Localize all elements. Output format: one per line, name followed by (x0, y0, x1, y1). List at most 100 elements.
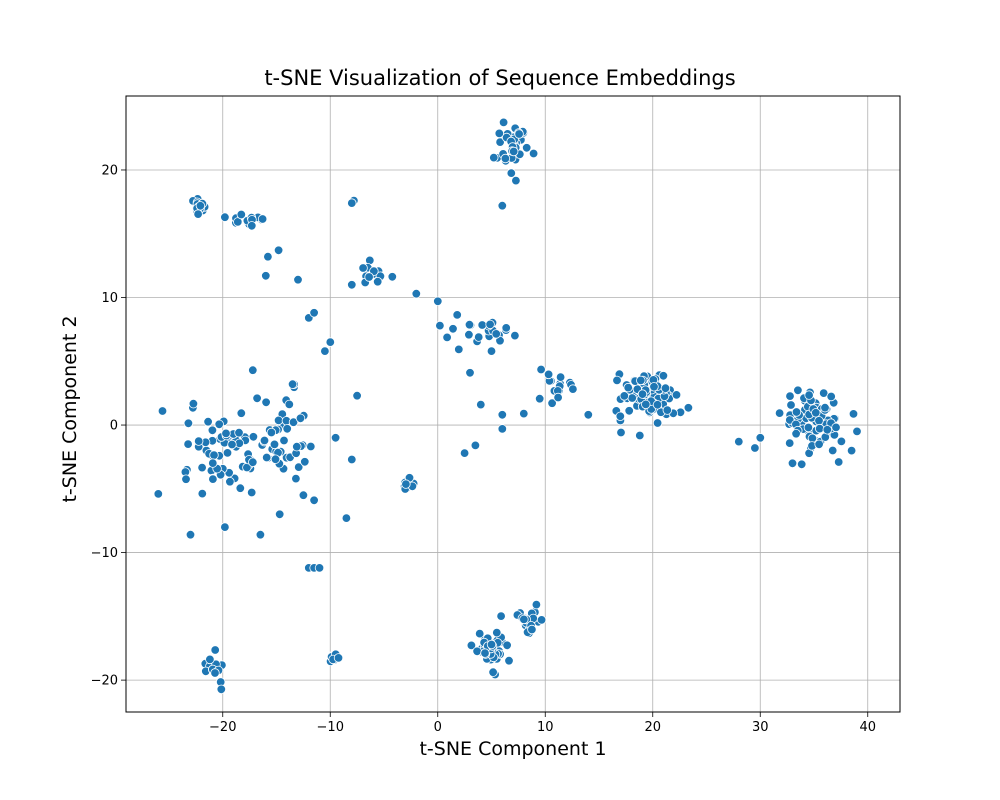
data-point (188, 399, 199, 409)
data-point (785, 391, 795, 401)
data-point (227, 439, 237, 450)
data-point (275, 509, 285, 520)
data-point (314, 563, 325, 573)
data-point (509, 146, 519, 157)
data-point (543, 369, 554, 380)
data-point (373, 277, 383, 287)
data-point (222, 448, 233, 458)
data-point (452, 310, 462, 320)
data-point (306, 441, 316, 452)
data-point (846, 445, 857, 456)
data-point (183, 418, 194, 429)
data-point (624, 406, 634, 416)
points-layer (153, 117, 862, 695)
data-point (814, 416, 824, 426)
data-point (183, 439, 193, 449)
data-point (269, 439, 280, 450)
data-point (181, 474, 191, 484)
data-point (791, 429, 801, 439)
data-point (448, 324, 458, 334)
data-point (852, 426, 862, 437)
data-point (197, 488, 208, 499)
data-point (270, 454, 281, 464)
data-point (279, 435, 289, 446)
data-point (257, 214, 268, 224)
data-point (791, 407, 802, 417)
data-point (536, 615, 547, 625)
x-tick-label: −10 (317, 720, 344, 735)
data-point (477, 320, 487, 330)
y-tick-label: −10 (91, 546, 118, 561)
x-tick-label: 30 (752, 720, 769, 735)
data-point (347, 280, 357, 290)
data-point (193, 209, 203, 219)
data-point (496, 611, 506, 621)
grid-layer (126, 96, 900, 712)
data-point (208, 458, 218, 468)
data-point (352, 391, 362, 401)
data-point (531, 599, 542, 610)
data-point (652, 400, 663, 410)
data-point (209, 450, 219, 460)
data-point (820, 403, 830, 413)
data-point (623, 382, 633, 393)
data-point (153, 489, 164, 499)
data-point (497, 200, 508, 211)
data-point (826, 391, 836, 402)
data-point (612, 375, 622, 386)
data-point (637, 389, 648, 399)
data-point (347, 454, 357, 465)
x-tick-label: 40 (859, 720, 876, 735)
data-point (635, 430, 645, 441)
data-point (494, 128, 505, 139)
data-point (464, 320, 475, 330)
data-point (193, 436, 204, 446)
data-point (649, 382, 659, 392)
data-point (262, 452, 272, 463)
data-point (208, 474, 218, 484)
data-point (514, 129, 524, 139)
data-point (246, 487, 257, 498)
data-point (401, 479, 411, 489)
data-point (236, 209, 247, 220)
data-point (787, 458, 798, 469)
y-tick-label: 0 (110, 419, 118, 434)
data-point (320, 346, 330, 356)
data-point (157, 406, 168, 416)
data-point (536, 364, 546, 375)
data-point (203, 417, 213, 427)
data-point (197, 462, 207, 473)
data-point (555, 372, 566, 382)
data-point (785, 438, 795, 448)
data-point (831, 422, 841, 433)
data-point (247, 221, 257, 231)
data-point (497, 424, 508, 434)
x-tick-label: 10 (537, 720, 554, 735)
data-point (476, 399, 486, 410)
data-point (466, 640, 477, 651)
x-tick-label: 0 (434, 720, 442, 735)
data-point (261, 271, 271, 281)
y-tick-label: −20 (91, 674, 118, 689)
data-point (234, 428, 244, 438)
data-point (641, 399, 651, 410)
data-point (522, 143, 532, 153)
data-point (261, 397, 271, 408)
data-point (248, 457, 258, 467)
data-point (755, 433, 766, 443)
data-point (273, 245, 284, 256)
data-point (501, 323, 511, 333)
data-point (547, 398, 557, 408)
data-point (291, 473, 301, 484)
data-point (660, 383, 671, 393)
data-point (287, 379, 298, 389)
data-point (185, 530, 196, 540)
data-point (210, 645, 220, 655)
data-point (488, 667, 498, 677)
data-point (486, 346, 497, 356)
data-point (472, 646, 482, 657)
data-point (834, 457, 844, 467)
y-tick-label: 20 (101, 163, 118, 178)
